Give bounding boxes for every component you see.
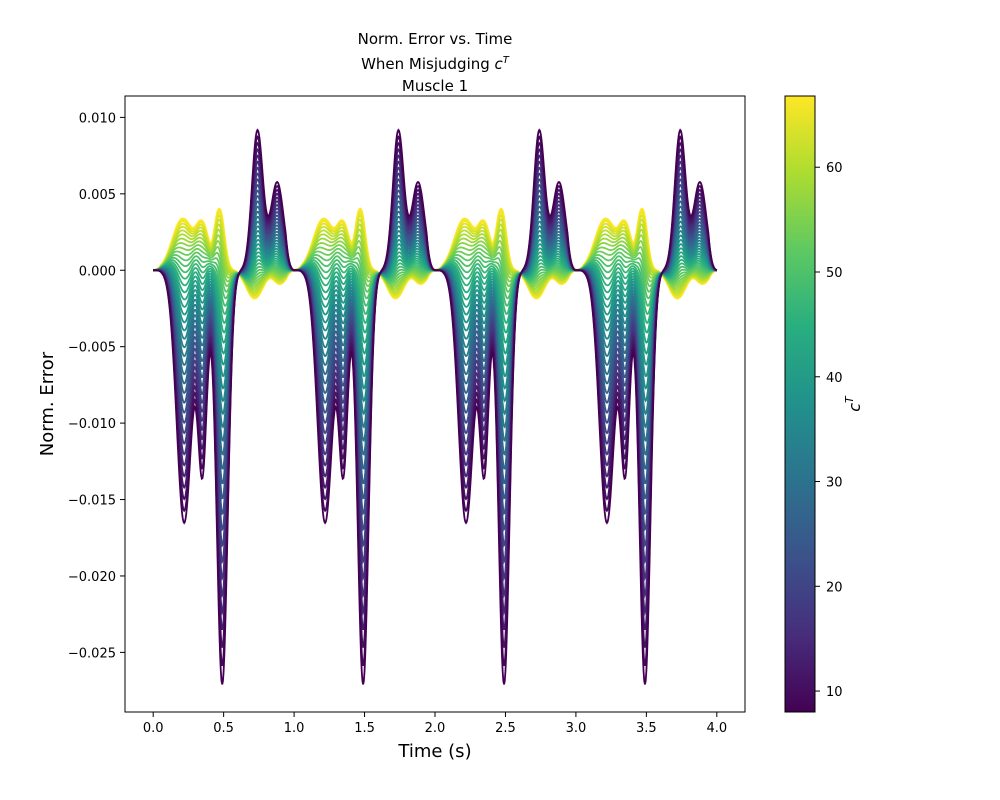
y-tick-label: −0.010 [68, 417, 116, 432]
series-line-5 [153, 154, 718, 616]
colorbar-label: cT [843, 395, 864, 412]
y-tick-label: 0.005 [79, 188, 116, 203]
y-tick-label: −0.020 [68, 570, 116, 585]
y-tick-label: 0.000 [79, 264, 116, 279]
series-line-2 [153, 135, 718, 667]
x-tick-label: 3.0 [566, 721, 587, 736]
x-tick-label: 2.0 [425, 721, 446, 736]
colorbar [785, 96, 815, 712]
colorbar-tick-label: 10 [826, 685, 843, 700]
y-tick-label: 0.010 [79, 111, 116, 126]
x-tick-label: 0.0 [143, 721, 164, 736]
series-line-4 [153, 148, 718, 631]
title-line-1: Norm. Error vs. Time [357, 30, 513, 48]
x-tick-label: 1.5 [354, 721, 375, 736]
x-tick-label: 3.5 [636, 721, 657, 736]
series-line-8 [153, 172, 718, 565]
colorbar-tick-label: 60 [826, 161, 843, 176]
y-axis: 0.010 0.005 0.000 −0.005 −0.010 −0.015 −0.020 −… [68, 111, 125, 661]
colorbar-tick-label: 40 [826, 371, 843, 386]
x-tick-label: 0.5 [213, 721, 234, 736]
series-line-6 [153, 160, 718, 599]
chart-title: Norm. Error vs. Time When Misjudging cT … [185, 28, 685, 97]
y-tick-label: −0.025 [68, 646, 116, 661]
series-line-3 [153, 141, 718, 648]
colorbar-tick-label: 30 [826, 476, 843, 491]
y-tick-label: −0.005 [68, 341, 116, 356]
x-axis: 0.0 0.5 1.0 1.5 2.0 2.5 3.0 3.5 4.0 [143, 712, 727, 736]
x-tick-label: 1.0 [284, 721, 305, 736]
x-tick-label: 2.5 [495, 721, 516, 736]
colorbar-tick-label: 50 [826, 266, 843, 281]
colorbar-frame [784, 95, 816, 713]
y-tick-label: −0.015 [68, 494, 116, 509]
title-line-2: When Misjudging cT [361, 55, 509, 73]
colorbar-tick-label: 20 [826, 580, 843, 595]
x-axis-label: Time (s) [397, 741, 471, 762]
x-tick-label: 4.0 [706, 721, 727, 736]
series-line-7 [153, 166, 718, 582]
series-layer [153, 128, 718, 685]
y-axis-label: Norm. Error [37, 351, 58, 456]
title-line-3: Muscle 1 [401, 77, 469, 95]
colorbar-axis: 10 20 30 40 50 60 [815, 161, 843, 700]
series-line-1 [153, 128, 718, 685]
